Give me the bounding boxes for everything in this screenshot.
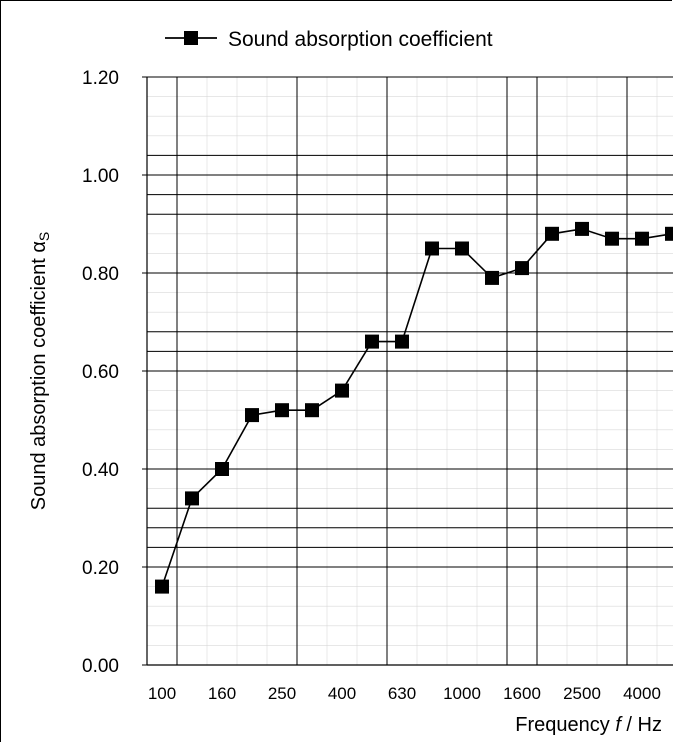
x-axis-title-unit: / Hz — [621, 714, 662, 736]
y-tick-label: 1.20 — [82, 68, 119, 89]
y-tick-label: 0.20 — [82, 558, 119, 579]
x-tick-label: 630 — [388, 684, 416, 703]
y-tick-label: 1.00 — [82, 166, 119, 187]
legend-label: Sound absorption coefficient — [228, 28, 493, 51]
x-axis-title: Frequency f / Hz — [515, 714, 662, 736]
x-tick-label: 2500 — [563, 684, 601, 703]
y-axis-title: Sound absorption coefficient αS — [28, 232, 52, 511]
data-point-marker — [185, 491, 199, 506]
data-point-marker — [665, 226, 673, 241]
data-point-marker — [215, 462, 229, 476]
series-layer — [155, 221, 673, 594]
x-axis-title-prefix: Frequency — [515, 714, 615, 736]
data-point-marker — [395, 334, 409, 349]
axes-layer: 0.00 0.20 0.40 0.60 0.80 1.00 1.20 100 160 250 400… — [82, 68, 673, 703]
legend: Sound absorption coefficient — [165, 28, 493, 51]
data-point-marker — [605, 231, 619, 246]
data-point-marker — [545, 226, 559, 241]
data-point-marker — [365, 334, 379, 349]
grid-layer — [146, 76, 673, 666]
y-tick-label: 0.80 — [82, 264, 119, 285]
data-point-marker — [485, 270, 499, 285]
data-point-marker — [275, 403, 289, 418]
data-point-marker — [335, 383, 349, 398]
y-tick-label: 0.00 — [82, 656, 119, 677]
data-point-marker — [635, 231, 649, 246]
data-point-marker — [245, 408, 259, 423]
y-tick-label: 0.40 — [82, 460, 119, 481]
data-point-marker — [455, 241, 469, 256]
x-axis-title-variable: f — [615, 714, 623, 736]
x-tick-label: 160 — [208, 684, 236, 703]
data-point-marker — [575, 221, 589, 236]
data-point-marker — [515, 261, 529, 276]
x-tick-label: 4000 — [623, 684, 661, 703]
x-tick-label: 100 — [148, 684, 176, 703]
data-point-marker — [155, 579, 169, 594]
x-tick-label: 1600 — [503, 684, 541, 703]
y-axis-title-subscript: S — [36, 232, 52, 241]
x-tick-label: 400 — [328, 684, 356, 703]
y-axis-title-main: Sound absorption coefficient α — [28, 241, 50, 510]
legend-marker-swatch — [184, 31, 198, 45]
x-tick-label: 250 — [268, 684, 296, 703]
data-point-marker — [305, 403, 319, 418]
data-point-marker — [425, 241, 439, 256]
y-tick-label: 0.60 — [82, 362, 119, 383]
x-tick-label: 1000 — [443, 684, 481, 703]
